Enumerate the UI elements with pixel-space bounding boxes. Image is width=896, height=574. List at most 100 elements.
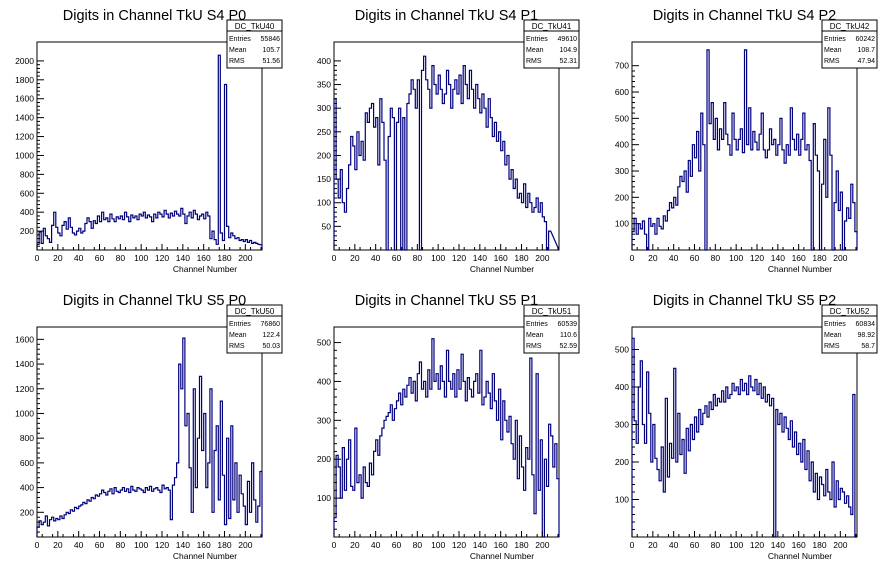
stats-entries-label: Entries [824,321,846,328]
y-tick-label: 250 [317,127,331,137]
y-tick-label: 300 [317,415,331,425]
x-tick-label: 200 [833,253,847,263]
x-tick-label: 100 [134,540,148,550]
chart-title: Digits in Channel TkU S4 P1 [355,8,539,24]
stats-entries-value: 49610 [558,36,578,43]
x-tick-label: 120 [750,540,764,550]
stats-rms-value: 52.59 [559,343,577,350]
y-tick-label: 800 [20,433,34,443]
stats-mean-label: Mean [229,47,247,54]
x-tick-label: 80 [116,540,126,550]
stats-box: DC_TkU42 Entries 60242 Mean 108.7 RMS 47.94 [821,19,878,69]
x-tick-label: 160 [197,253,211,263]
x-tick-label: 140 [771,540,785,550]
x-axis-label: Channel Number [173,264,237,274]
x-axis-label: Channel Number [173,551,237,561]
y-tick-label: 300 [615,166,629,176]
chart-panel-1: Digits in Channel TkU S4 P02004006008001… [15,8,283,274]
y-tick-label: 1400 [15,113,34,123]
stats-name: DC_TkU52 [830,307,870,316]
x-tick-label: 180 [217,540,231,550]
x-tick-label: 200 [833,540,847,550]
x-tick-label: 20 [53,253,63,263]
x-tick-label: 40 [371,540,381,550]
y-tick-label: 350 [317,80,331,90]
stats-rms-label: RMS [229,343,245,350]
y-tick-label: 1600 [15,334,34,344]
x-tick-label: 100 [431,540,445,550]
x-axis-label: Channel Number [768,551,832,561]
stats-mean-value: 105.7 [262,47,280,54]
x-tick-label: 120 [750,253,764,263]
x-tick-label: 120 [155,540,169,550]
x-tick-label: 100 [729,253,743,263]
y-tick-label: 300 [317,103,331,113]
y-tick-label: 100 [615,219,629,229]
y-tick-label: 700 [615,61,629,71]
x-tick-label: 160 [792,540,806,550]
plot-frame [333,326,560,538]
y-tick-label: 200 [615,192,629,202]
y-tick-label: 1000 [15,408,34,418]
x-tick-label: 40 [74,253,84,263]
stats-rms-label: RMS [824,58,840,65]
y-tick-label: 500 [317,338,331,348]
x-tick-label: 100 [134,253,148,263]
x-tick-label: 100 [729,540,743,550]
x-tick-label: 20 [648,540,658,550]
y-tick-label: 400 [317,376,331,386]
x-tick-label: 20 [350,253,360,263]
x-tick-label: 160 [792,253,806,263]
stats-box-frame [226,304,283,354]
x-tick-label: 120 [452,253,466,263]
y-tick-label: 1200 [15,132,34,142]
x-tick-label: 140 [176,540,190,550]
y-tick-label: 400 [20,483,34,493]
stats-mean-value: 108.7 [857,47,875,54]
chart-title: Digits in Channel TkU S4 P0 [63,8,247,24]
stats-name: DC_TkU42 [830,22,870,31]
stats-rms-label: RMS [824,343,840,350]
stats-name: DC_TkU50 [235,307,275,316]
stats-name: DC_TkU40 [235,22,275,31]
x-tick-label: 180 [514,253,528,263]
y-tick-label: 1000 [15,150,34,160]
x-tick-label: 0 [630,540,635,550]
stats-name: DC_TkU41 [532,22,572,31]
x-tick-label: 200 [238,253,252,263]
x-tick-label: 20 [53,540,63,550]
chart-panel-3: Digits in Channel TkU S4 P21002003004005… [615,8,878,274]
stats-box: DC_TkU41 Entries 49610 Mean 104.9 RMS 52.31 [523,19,580,69]
stats-box: DC_TkU40 Entries 55846 Mean 105.7 RMS 51.56 [226,19,283,69]
y-tick-label: 200 [20,226,34,236]
y-tick-label: 1400 [15,359,34,369]
stats-rms-value: 47.94 [857,58,875,65]
stats-entries-label: Entries [229,36,251,43]
stats-entries-value: 60539 [558,321,578,328]
stats-entries-value: 60242 [856,36,876,43]
y-tick-label: 300 [615,420,629,430]
chart-panel-2: Digits in Channel TkU S4 P15010015020025… [317,8,580,274]
x-axis-label: Channel Number [768,264,832,274]
y-tick-label: 2000 [15,56,34,66]
y-tick-label: 100 [317,198,331,208]
stats-box: DC_TkU50 Entries 76860 Mean 122.4 RMS 50.03 [226,304,283,354]
y-tick-label: 200 [615,457,629,467]
chart-panel-4: Digits in Channel TkU S5 P02004006008001… [15,293,283,561]
y-tick-label: 100 [615,495,629,505]
y-tick-label: 400 [317,56,331,66]
chart-title: Digits in Channel TkU S4 P2 [653,8,837,24]
y-tick-label: 200 [317,454,331,464]
x-tick-label: 60 [690,253,700,263]
stats-entries-label: Entries [526,36,548,43]
x-tick-label: 0 [35,540,40,550]
histogram-line [333,55,560,251]
x-tick-label: 60 [95,540,105,550]
stats-mean-value: 98.92 [857,332,875,339]
y-tick-label: 400 [615,140,629,150]
x-tick-label: 80 [711,253,721,263]
plot-frame [631,41,858,251]
y-tick-label: 600 [615,87,629,97]
chart-title: Digits in Channel TkU S5 P0 [63,293,247,309]
